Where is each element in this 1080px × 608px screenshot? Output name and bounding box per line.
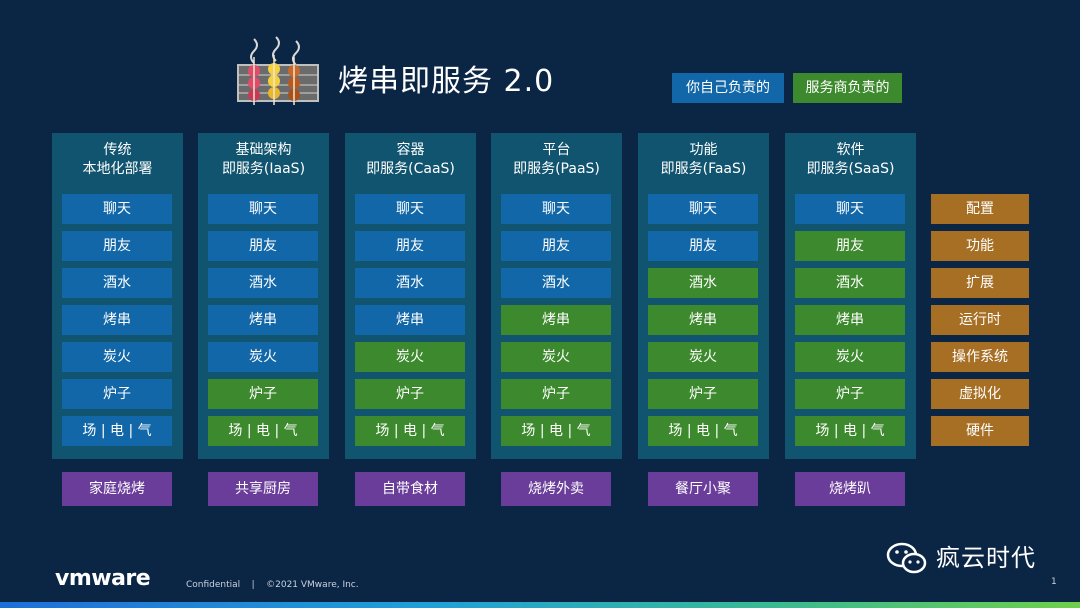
column-heading-line: 基础架构 <box>235 142 292 158</box>
stack-cell: 炭火 <box>795 342 905 372</box>
stack-cell: 炭火 <box>62 342 172 372</box>
stack-cell: 聊天 <box>355 194 465 224</box>
stack-cell: 炭火 <box>208 342 318 372</box>
bottom-gradient-bar <box>0 602 1080 608</box>
layer-label: 配置 <box>931 194 1029 224</box>
stack-cell: 烤串 <box>648 305 758 335</box>
stack-cell: 烤串 <box>795 305 905 335</box>
footer-separator: | <box>243 580 264 590</box>
column-heading-line: 即服务(CaaS) <box>366 161 455 177</box>
column-heading-line: 容器 <box>396 142 425 158</box>
service-column: 容器即服务(CaaS) 聊天朋友酒水烤串炭火炉子场 | 电 | 气 <box>345 133 476 459</box>
bbq-skewers-icon <box>237 36 319 105</box>
confidential-label: Confidential <box>186 580 241 590</box>
stack-cell: 炉子 <box>208 379 318 409</box>
vmware-logo: vmware <box>55 566 151 591</box>
stack-cell: 炭火 <box>355 342 465 372</box>
stack-cell: 酒水 <box>208 268 318 298</box>
stack-cell: 聊天 <box>501 194 611 224</box>
legend-provider-responsible: 服务商负责的 <box>793 73 902 103</box>
page-number: 1 <box>1051 577 1057 587</box>
column-heading-line: 平台 <box>542 142 571 158</box>
column-heading-line: 即服务(FaaS) <box>660 161 747 177</box>
layer-label: 虚拟化 <box>931 379 1029 409</box>
stack-cell: 朋友 <box>208 231 318 261</box>
stack-cell: 炉子 <box>501 379 611 409</box>
column-heading-line: 传统 <box>103 142 132 158</box>
stack-cell: 场 | 电 | 气 <box>62 416 172 446</box>
stack-cell: 烤串 <box>501 305 611 335</box>
layer-label: 扩展 <box>931 268 1029 298</box>
stack-cell: 炉子 <box>355 379 465 409</box>
layer-label: 操作系统 <box>931 342 1029 372</box>
stack-cell: 朋友 <box>648 231 758 261</box>
stack-cell: 酒水 <box>355 268 465 298</box>
stack-cell: 朋友 <box>501 231 611 261</box>
column-heading-line: 功能 <box>689 142 718 158</box>
column-heading: 功能即服务(FaaS) <box>638 141 769 179</box>
watermark-text: 疯云时代 <box>936 544 1036 572</box>
stack-cell: 场 | 电 | 气 <box>208 416 318 446</box>
stack-cell: 聊天 <box>795 194 905 224</box>
stack-cell: 炭火 <box>648 342 758 372</box>
legend-you-responsible: 你自己负责的 <box>672 73 784 103</box>
scenario-label: 烧烤外卖 <box>501 472 611 506</box>
stack-cell: 朋友 <box>795 231 905 261</box>
column-heading-line: 本地化部署 <box>82 161 153 177</box>
stack-cell: 酒水 <box>62 268 172 298</box>
stack-cell: 炉子 <box>795 379 905 409</box>
stack-cell: 朋友 <box>355 231 465 261</box>
footer-text: Confidential | ©2021 VMware, Inc. <box>186 580 359 590</box>
layer-label: 运行时 <box>931 305 1029 335</box>
column-heading-line: 即服务(SaaS) <box>806 161 895 177</box>
wechat-icon <box>886 542 927 574</box>
stack-cell: 炉子 <box>648 379 758 409</box>
stack-cell: 酒水 <box>501 268 611 298</box>
service-column: 基础架构即服务(IaaS) 聊天朋友酒水烤串炭火炉子场 | 电 | 气 <box>198 133 329 459</box>
column-heading: 基础架构即服务(IaaS) <box>198 141 329 179</box>
column-heading: 平台即服务(PaaS) <box>491 141 622 179</box>
service-column: 功能即服务(FaaS) 聊天朋友酒水烤串炭火炉子场 | 电 | 气 <box>638 133 769 459</box>
layer-label: 功能 <box>931 231 1029 261</box>
stack-cell: 酒水 <box>795 268 905 298</box>
scenario-label: 餐厅小聚 <box>648 472 758 506</box>
scenario-label: 共享厨房 <box>208 472 318 506</box>
column-heading-line: 即服务(IaaS) <box>221 161 306 177</box>
scenario-label: 家庭烧烤 <box>62 472 172 506</box>
stack-cell: 场 | 电 | 气 <box>795 416 905 446</box>
scenario-label: 自带食材 <box>355 472 465 506</box>
column-heading: 传统 本地化部署 <box>52 141 183 179</box>
column-heading: 软件即服务(SaaS) <box>785 141 916 179</box>
stack-cell: 场 | 电 | 气 <box>355 416 465 446</box>
stack-cell: 炭火 <box>501 342 611 372</box>
stack-cell: 炉子 <box>62 379 172 409</box>
copyright-label: ©2021 VMware, Inc. <box>266 580 359 590</box>
stack-cell: 场 | 电 | 气 <box>648 416 758 446</box>
stack-cell: 聊天 <box>648 194 758 224</box>
stack-cell: 烤串 <box>355 305 465 335</box>
column-heading: 容器即服务(CaaS) <box>345 141 476 179</box>
service-column: 传统本地化部署聊天朋友酒水烤串炭火炉子场 | 电 | 气 <box>52 133 183 459</box>
stack-cell: 烤串 <box>208 305 318 335</box>
stack-cell: 烤串 <box>62 305 172 335</box>
service-column: 平台即服务(PaaS) 聊天朋友酒水烤串炭火炉子场 | 电 | 气 <box>491 133 622 459</box>
stack-cell: 聊天 <box>62 194 172 224</box>
column-heading-line: 软件 <box>836 142 865 158</box>
stack-cell: 酒水 <box>648 268 758 298</box>
stack-cell: 场 | 电 | 气 <box>501 416 611 446</box>
stack-cell: 朋友 <box>62 231 172 261</box>
layer-label: 硬件 <box>931 416 1029 446</box>
slide-title: 烤串即服务 2.0 <box>338 64 555 99</box>
scenario-label: 烧烤趴 <box>795 472 905 506</box>
column-heading-line: 即服务(PaaS) <box>513 161 600 177</box>
stack-cell: 聊天 <box>208 194 318 224</box>
service-column: 软件即服务(SaaS) 聊天朋友酒水烤串炭火炉子场 | 电 | 气 <box>785 133 916 459</box>
